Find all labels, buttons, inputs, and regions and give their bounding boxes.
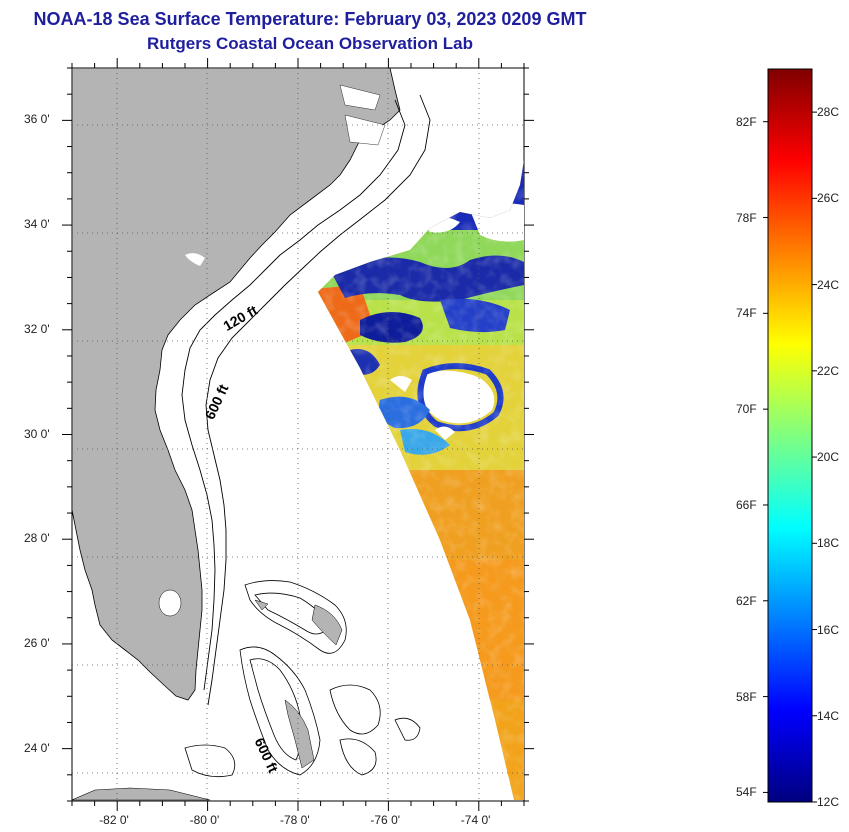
colorbar-c-label: 22C (817, 363, 840, 378)
colorbar-f-label: 74F (736, 306, 757, 321)
lake-okeechobee (158, 589, 182, 617)
contour-600ft (205, 94, 431, 706)
longitude-tick-label: -74 0' (460, 813, 491, 827)
contour-120ft (181, 99, 406, 691)
sound-pamlico (344, 114, 386, 146)
colorbar-f-label: 62F (736, 593, 757, 608)
colorbar-c-label: 28C (817, 105, 840, 120)
grid-lines (72, 68, 524, 801)
colorbar-f-label: 78F (736, 210, 757, 225)
map-subtitle: Rutgers Coastal Ocean Observation Lab (147, 34, 473, 53)
latitude-tick-label: 28 0' (24, 531, 50, 546)
colorbar-c-label: 14C (817, 708, 840, 723)
colorbar-f-label: 66F (736, 497, 757, 512)
longitude-tick-label: -78 0' (280, 813, 310, 827)
colorbar-c-label: 26C (817, 191, 840, 206)
latitude-tick-label: 32 0' (24, 321, 50, 336)
colorbar-c-label: 24C (817, 277, 840, 292)
colorbar-c-label: 16C (817, 622, 840, 637)
colorbar-f-label: 54F (736, 785, 757, 800)
longitude-tick-label: -80 0' (189, 813, 220, 827)
colorbar-c-label: 20C (817, 450, 840, 465)
latitude-tick-label: 26 0' (24, 635, 50, 650)
colorbar-f-label: 70F (736, 402, 757, 417)
latitude-tick-label: 36 0' (24, 112, 50, 127)
colorbar-f-label: 58F (736, 689, 757, 704)
colorbar-gradient (767, 68, 813, 803)
land-cuba (72, 787, 211, 801)
colorbar-c-label: 12C (817, 795, 840, 809)
map-title: NOAA-18 Sea Surface Temperature: Februar… (33, 9, 587, 29)
latitude-tick-label: 24 0' (24, 740, 50, 755)
longitude-tick-label: -82 0' (99, 813, 129, 827)
colorbar-c-label: 18C (817, 536, 840, 551)
land-us-southeast (72, 68, 401, 701)
bahamas-land (254, 599, 343, 769)
colorbar-f-label: 82F (736, 114, 757, 129)
lake-marion (185, 253, 205, 266)
axis-ticks (62, 58, 534, 811)
sound-albemarle (339, 84, 381, 111)
longitude-tick-label: -76 0' (370, 813, 401, 827)
latitude-tick-label: 34 0' (24, 217, 50, 232)
latitude-tick-label: 30 0' (24, 426, 50, 441)
